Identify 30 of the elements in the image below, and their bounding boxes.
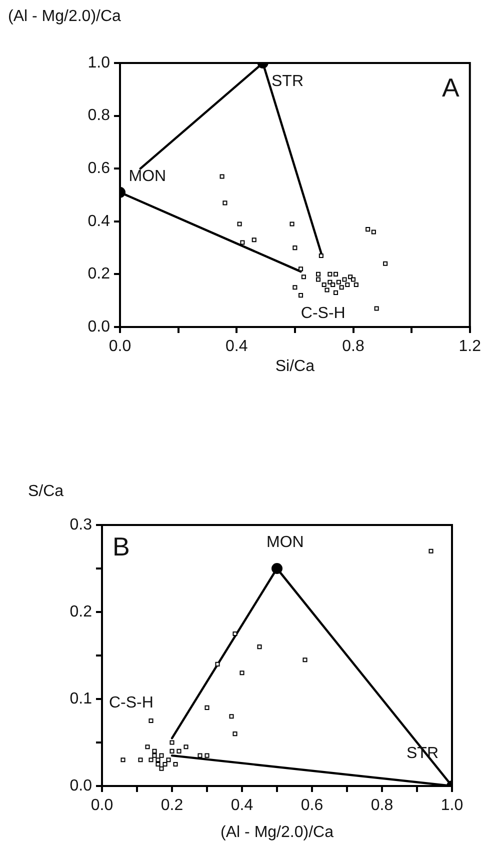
x-tick-label: 1.0 [440, 797, 464, 814]
y-axis-title: (Al - Mg/2.0)/Ca [8, 8, 121, 26]
x-tick-label: 0.2 [160, 797, 184, 814]
y-tick-label: 0.4 [88, 212, 110, 230]
y-tick-label: 0.6 [88, 160, 110, 178]
y-tick-label: 0.2 [70, 603, 92, 620]
y-tick-label: 0.1 [70, 690, 92, 708]
y-tick-label: 0.2 [88, 266, 110, 283]
y-axis-title: S/Ca [28, 483, 64, 501]
y-tick-label: 1.0 [88, 54, 110, 72]
x-tick-label: 1.2 [458, 338, 482, 356]
x-tick-label: 0.8 [342, 338, 364, 356]
x-tick-label: 0.8 [370, 797, 394, 814]
annotation: B [112, 532, 130, 562]
y-tick-label: 0.0 [88, 318, 110, 336]
x-tick-label: 0.4 [226, 338, 248, 356]
x-axis-title: (Al - Mg/2.0)/Ca [220, 824, 334, 841]
y-tick-label: 0.3 [70, 516, 92, 534]
annotation: MON [128, 168, 166, 185]
annotation: C-S-H [300, 305, 346, 322]
x-tick-label: 0.6 [300, 797, 324, 814]
y-tick-label: 0.8 [88, 107, 110, 124]
x-tick-label: 0.4 [230, 797, 254, 814]
annotation: STR [272, 72, 304, 90]
annotation: MON [266, 534, 304, 551]
x-axis-title: Si/Ca [275, 358, 315, 375]
y-tick-label: 0.0 [70, 777, 92, 794]
annotation: A [442, 72, 460, 102]
annotation: C-S-H [109, 694, 154, 712]
x-tick-label: 0.0 [108, 338, 132, 356]
